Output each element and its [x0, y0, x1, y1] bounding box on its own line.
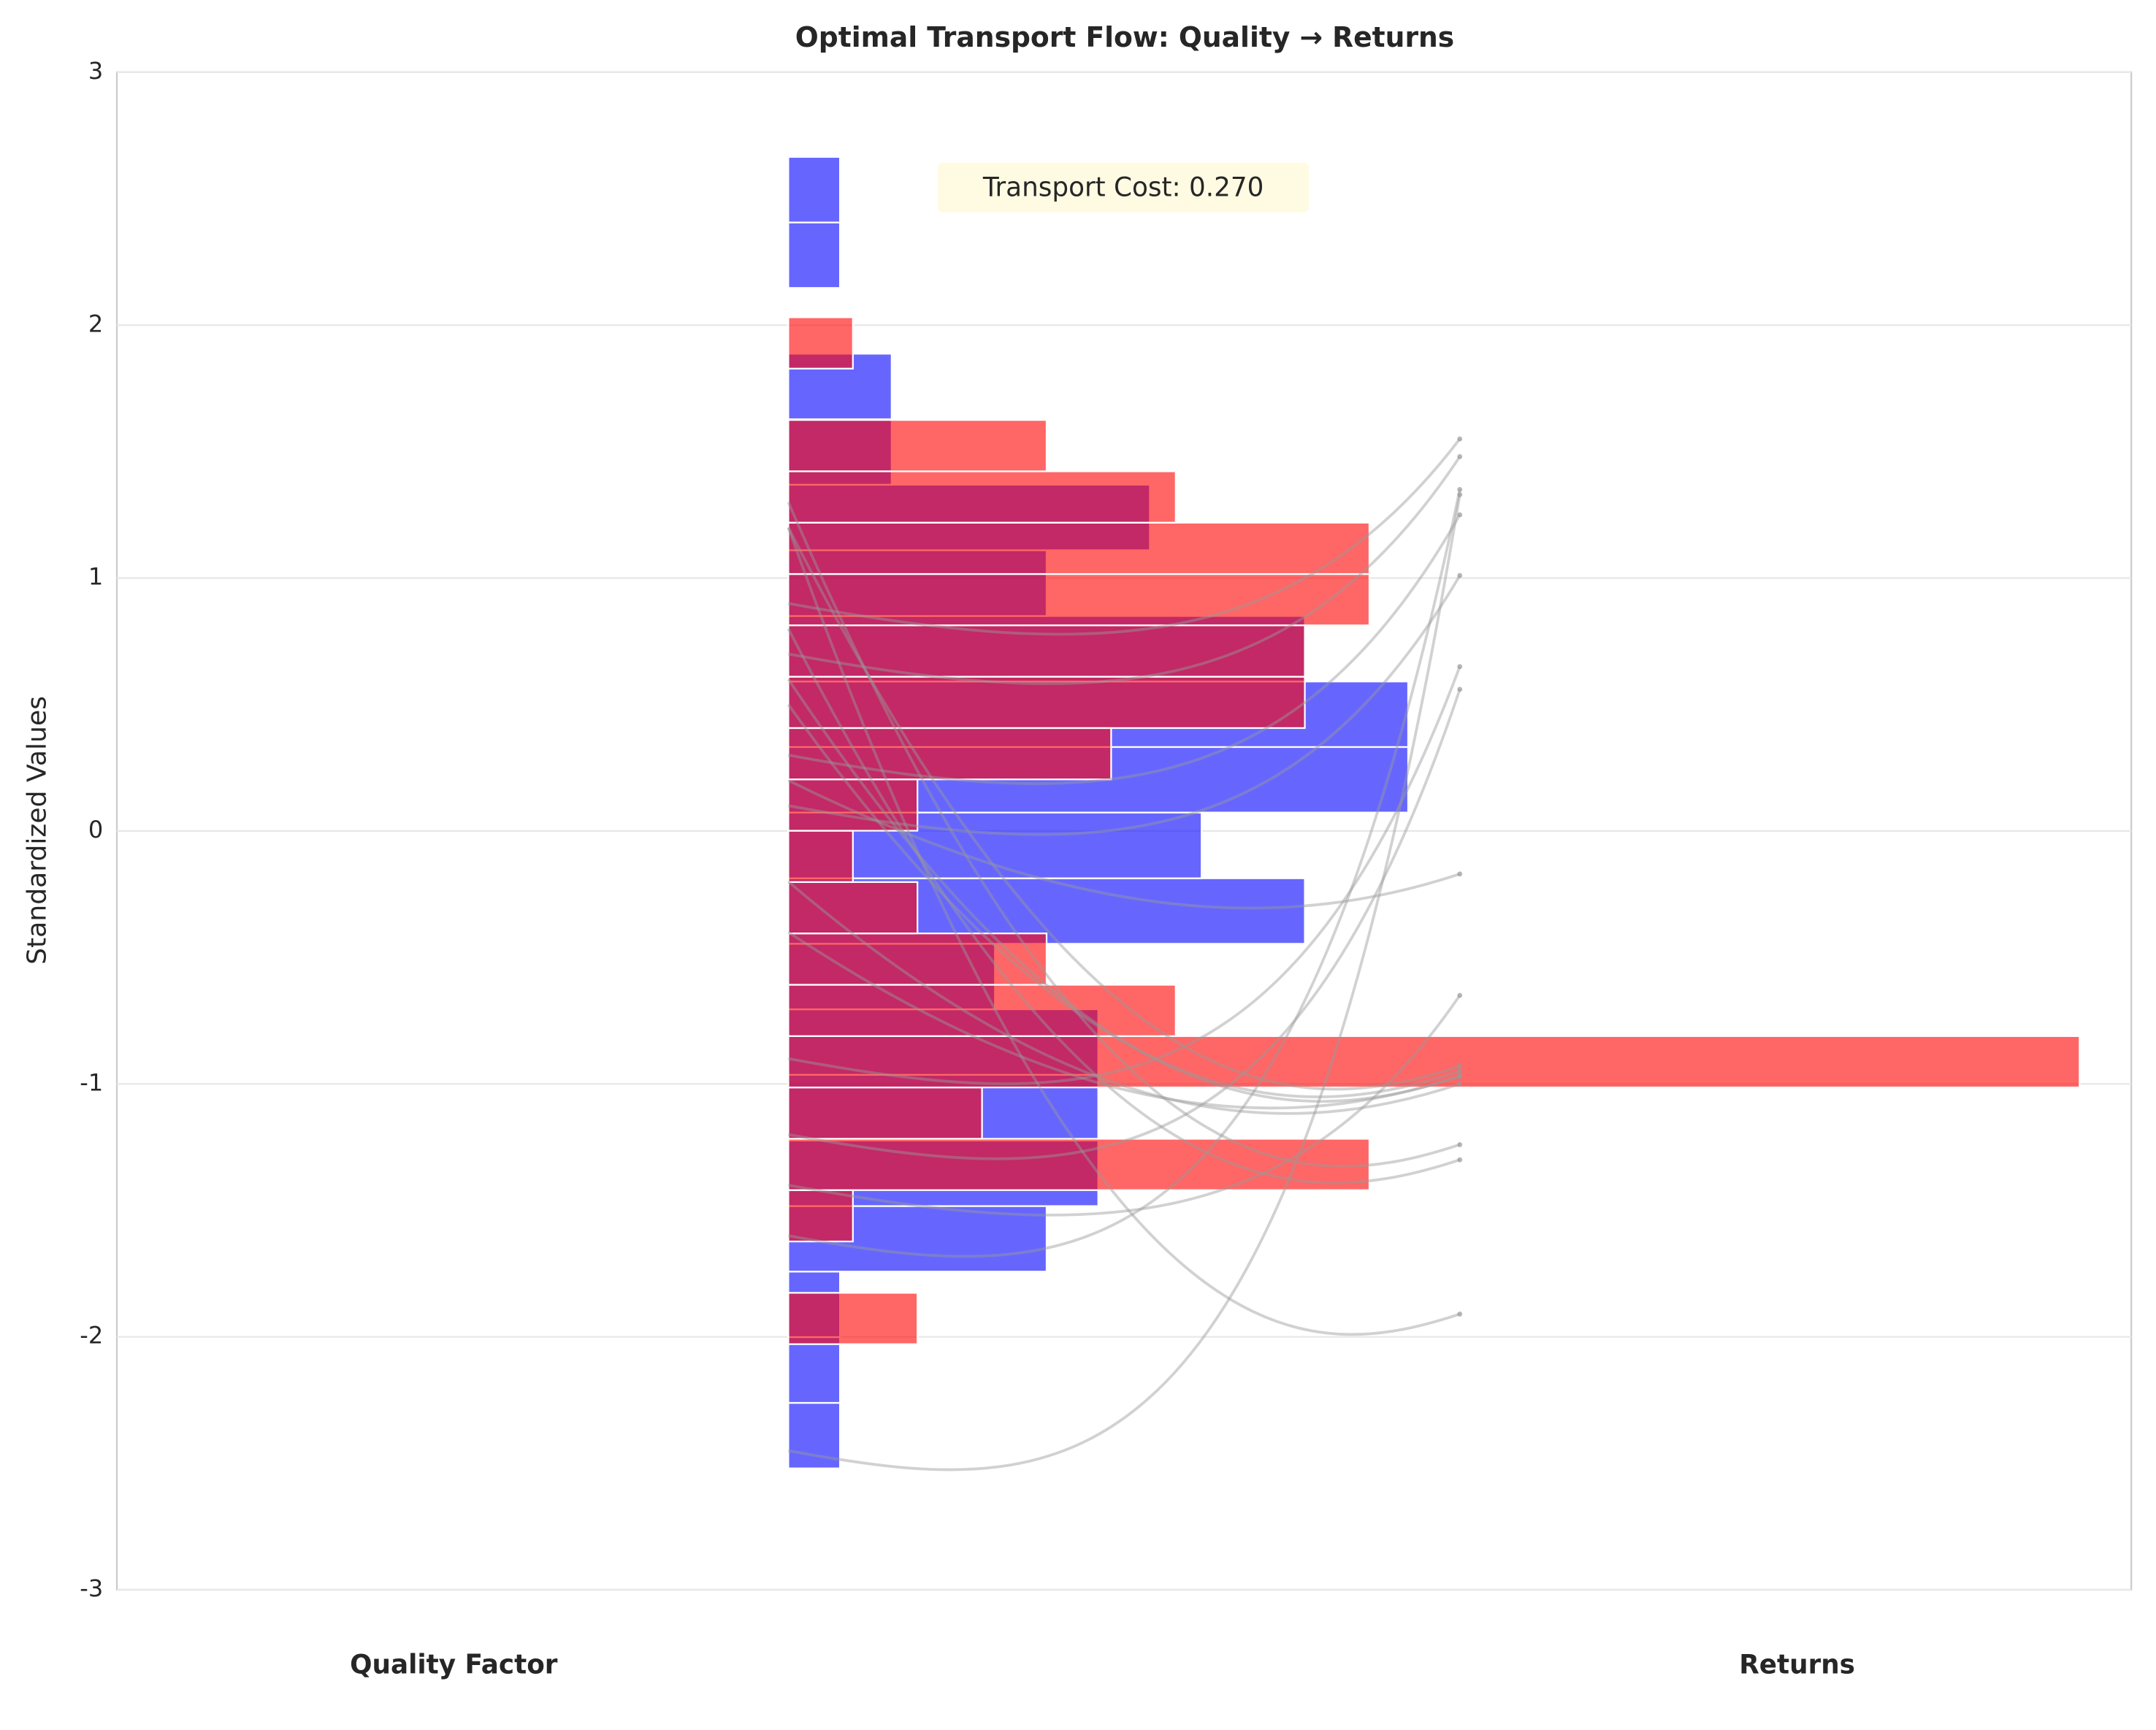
y-tick-label: -3 [80, 1574, 103, 1602]
chart-title: Optimal Transport Flow: Quality → Return… [795, 21, 1454, 53]
flow-line [787, 778, 1461, 910]
flow-end [1457, 1068, 1463, 1074]
flow-end [1457, 486, 1463, 492]
flow-line [787, 880, 1461, 1115]
annotation-box [937, 162, 1310, 213]
annotation: Transport Cost: 0.270 [982, 172, 1264, 202]
flow-end [1457, 512, 1463, 518]
flow-end [1457, 491, 1463, 497]
x-category-label: Quality Factor [350, 1650, 558, 1680]
flow-end [1457, 992, 1463, 998]
flow-line [787, 501, 1461, 1168]
histogram-bar [787, 521, 1371, 575]
histogram-bar [787, 316, 854, 370]
flow-end [1457, 1063, 1463, 1069]
flows [787, 436, 1463, 1471]
histogram-bar [787, 1336, 841, 1404]
histogram-bar [787, 1401, 841, 1469]
histogram-bar [787, 881, 919, 935]
histogram-bar [787, 573, 1371, 627]
flow-end [1457, 573, 1463, 578]
flow-end [1457, 686, 1463, 692]
histogram-bar [787, 1292, 919, 1345]
y-tick-label: -1 [80, 1068, 103, 1096]
flow-end [1457, 453, 1463, 459]
y-tick-label: -2 [80, 1322, 103, 1350]
flow-end [1457, 1141, 1463, 1147]
flow-line [788, 514, 1461, 785]
flow-line [787, 627, 1461, 1184]
histogram-bar [787, 470, 1177, 524]
flow-line [788, 994, 1461, 1217]
flow-line [787, 930, 1461, 1110]
histogram-bar [787, 1138, 1371, 1191]
histogram-bar [787, 830, 854, 884]
histogram-bar [787, 984, 1177, 1037]
flow-line [787, 703, 1461, 1098]
flow-end [1457, 436, 1463, 442]
flow-line [788, 575, 1461, 836]
flow-line [788, 489, 1461, 1258]
flow-line [787, 678, 1461, 1103]
flow-end [1457, 871, 1463, 877]
flow-line [788, 689, 1461, 1160]
flow-line [788, 437, 1461, 636]
histogram-bar [787, 221, 841, 289]
flow-end [1457, 664, 1463, 670]
histogram-bar [787, 156, 841, 223]
y-tick-label: 1 [88, 562, 103, 590]
flow-line [788, 456, 1461, 686]
flow-end [1457, 1312, 1463, 1317]
flow-end [1457, 1157, 1463, 1163]
histogram-bar [787, 1086, 983, 1140]
flow-line [787, 527, 1461, 1336]
flow-end [1457, 1073, 1463, 1079]
histograms [787, 156, 2081, 1469]
flow-line [788, 494, 1461, 1471]
histogram-bar [787, 1035, 2081, 1089]
histogram-bar [787, 778, 919, 832]
y-tick-label: 2 [88, 310, 103, 337]
flow-line [787, 527, 1461, 1091]
histogram-bar [787, 1189, 854, 1243]
flow-line [788, 666, 1461, 1085]
labels: -3 -2 -1 0 1 2 3 [80, 57, 103, 1602]
x-category-label: Returns [1739, 1650, 1855, 1680]
flow-end [1457, 1081, 1463, 1087]
y-tick-label: 3 [88, 57, 103, 85]
y-tick-label: 0 [88, 816, 103, 843]
y-axis-label: Standardized Values [23, 696, 53, 965]
histogram-bar [787, 418, 1048, 472]
